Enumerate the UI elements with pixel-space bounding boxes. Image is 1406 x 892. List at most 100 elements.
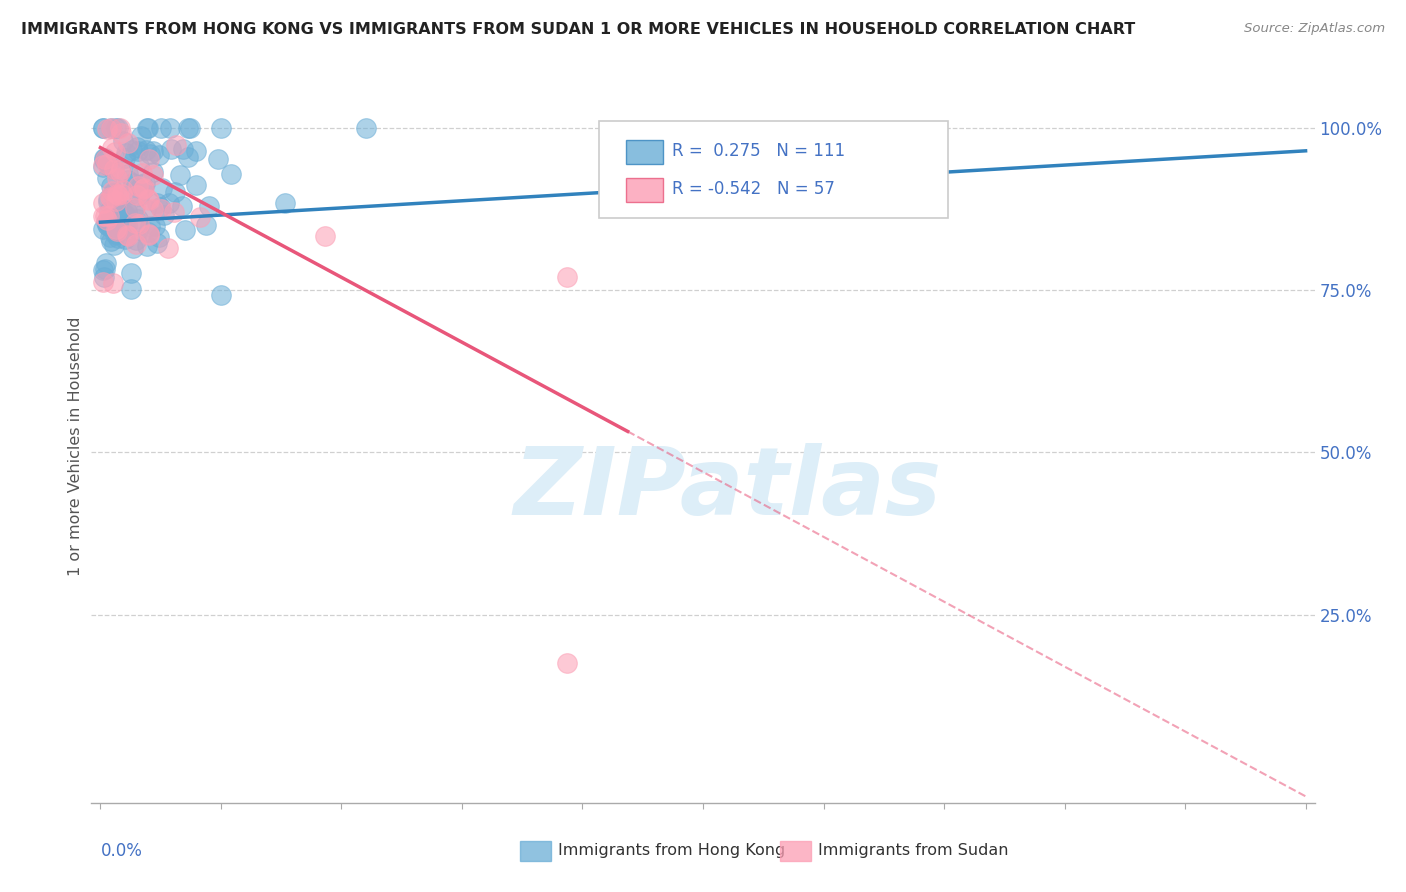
- Point: [125, 188, 148, 202]
- Point: [97, 215, 120, 229]
- Point: [103, 161, 125, 176]
- Point: [156, 241, 179, 255]
- Point: [101, 141, 124, 155]
- Point: [128, 218, 150, 232]
- Point: [97, 203, 120, 218]
- Point: [115, 218, 138, 232]
- Point: [159, 142, 181, 156]
- Point: [93, 263, 115, 277]
- Point: [127, 223, 149, 237]
- Point: [93, 261, 115, 276]
- Point: [96, 195, 118, 210]
- Point: [163, 185, 186, 199]
- Point: [128, 160, 150, 174]
- Point: [131, 177, 153, 191]
- Point: [114, 203, 136, 218]
- Point: [139, 219, 162, 234]
- Point: [121, 143, 143, 157]
- Point: [101, 186, 124, 200]
- Point: [314, 228, 336, 243]
- Point: [96, 171, 118, 186]
- Text: Immigrants from Sudan: Immigrants from Sudan: [818, 844, 1008, 858]
- Point: [103, 276, 125, 290]
- Point: [114, 219, 136, 234]
- Point: [96, 122, 118, 136]
- Point: [131, 182, 153, 196]
- Point: [148, 229, 170, 244]
- Point: [136, 121, 159, 136]
- Point: [127, 212, 149, 227]
- Point: [114, 145, 136, 160]
- Point: [179, 121, 201, 136]
- Point: [105, 121, 128, 136]
- Point: [104, 227, 127, 241]
- Point: [93, 121, 115, 136]
- Point: [96, 212, 118, 227]
- Point: [124, 201, 146, 215]
- Point: [93, 196, 115, 211]
- Point: [98, 230, 121, 244]
- Point: [124, 202, 146, 216]
- Point: [96, 157, 118, 171]
- Point: [97, 219, 120, 233]
- Point: [114, 216, 136, 230]
- Point: [105, 219, 128, 234]
- Bar: [626, 140, 662, 164]
- Point: [98, 219, 121, 233]
- Point: [93, 151, 115, 165]
- Point: [139, 147, 162, 161]
- Text: Immigrants from Hong Kong: Immigrants from Hong Kong: [558, 844, 786, 858]
- Point: [174, 223, 197, 237]
- Point: [150, 180, 173, 194]
- Point: [131, 166, 153, 180]
- Point: [100, 191, 122, 205]
- Point: [128, 182, 150, 196]
- Point: [209, 121, 232, 136]
- Point: [93, 209, 115, 223]
- Point: [101, 184, 124, 198]
- Point: [149, 121, 172, 136]
- Point: [94, 209, 117, 223]
- Point: [149, 202, 172, 217]
- Point: [108, 164, 131, 178]
- Point: [107, 187, 129, 202]
- Point: [105, 171, 128, 186]
- Point: [112, 183, 135, 197]
- Point: [120, 282, 142, 296]
- Point: [136, 239, 159, 253]
- Point: [107, 121, 129, 136]
- Point: [274, 196, 297, 211]
- Point: [188, 211, 211, 225]
- Point: [107, 231, 129, 245]
- Point: [142, 144, 165, 158]
- Point: [142, 165, 165, 179]
- Point: [104, 194, 127, 208]
- Point: [177, 149, 200, 163]
- Point: [138, 227, 160, 242]
- Point: [122, 241, 145, 255]
- Point: [194, 218, 217, 232]
- Point: [221, 167, 243, 181]
- Point: [105, 222, 128, 236]
- Point: [114, 151, 136, 165]
- Point: [117, 173, 139, 187]
- Point: [138, 152, 160, 166]
- Point: [115, 227, 138, 242]
- Point: [125, 140, 148, 154]
- Point: [93, 121, 115, 136]
- Point: [93, 276, 115, 290]
- Text: ZIPatlas: ZIPatlas: [513, 442, 942, 535]
- Point: [100, 234, 122, 248]
- Point: [165, 138, 187, 153]
- Point: [98, 159, 121, 173]
- Point: [135, 202, 157, 217]
- Bar: [626, 178, 662, 202]
- Point: [100, 121, 122, 136]
- Point: [207, 153, 229, 167]
- Point: [97, 192, 120, 206]
- Point: [128, 189, 150, 203]
- Text: R =  0.275   N = 111: R = 0.275 N = 111: [672, 143, 845, 161]
- Point: [127, 145, 149, 159]
- Point: [100, 121, 122, 136]
- Point: [125, 237, 148, 252]
